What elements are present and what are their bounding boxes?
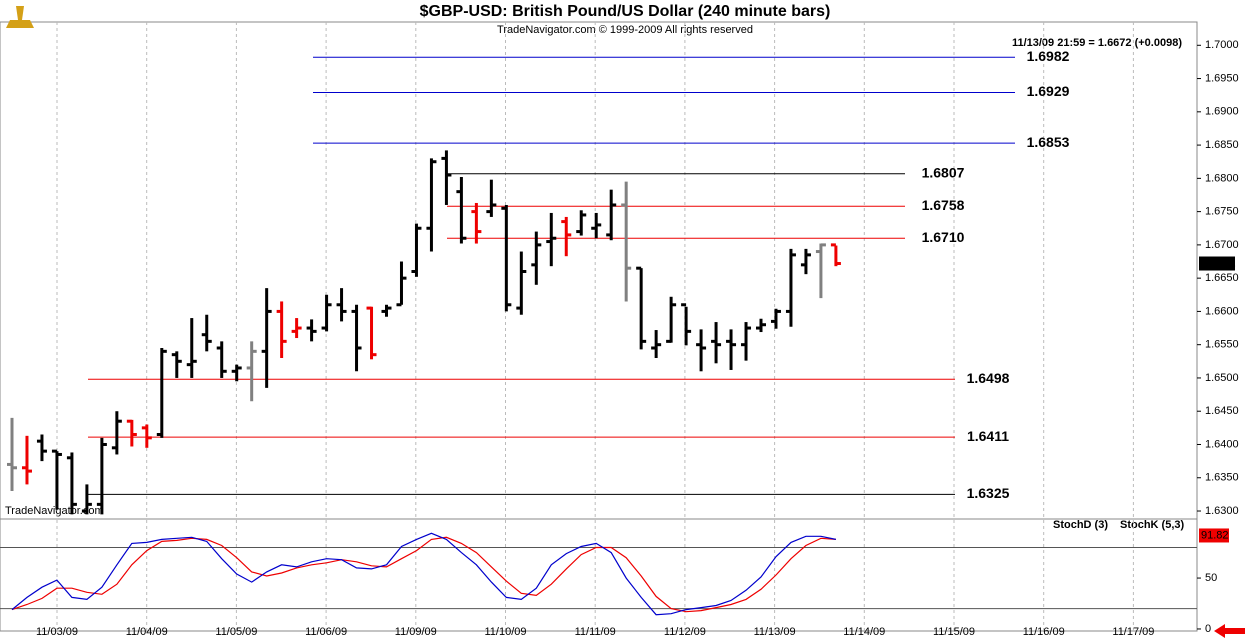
header-quote: 11/13/09 21:59 = 1.6672 (+0.0098) <box>1012 37 1182 49</box>
level-label: 1.6325 <box>967 485 1010 501</box>
last-price-label: 1.6672 <box>1202 257 1236 269</box>
last-stoch-box <box>1199 528 1229 543</box>
stoch-line <box>11 536 836 613</box>
y-tick-label: 1.6600 <box>1205 305 1239 317</box>
level-label: 1.6411 <box>967 428 1009 444</box>
y-tick-label: 1.6350 <box>1205 472 1239 484</box>
x-tick-label: 11/17/09 <box>1112 626 1154 638</box>
y-tick-label: 1.6750 <box>1205 206 1239 218</box>
y-tick-label: 50 <box>1205 572 1217 584</box>
legend-stochd: StochD (3) <box>1053 519 1108 531</box>
x-tick-label: 11/12/09 <box>664 626 706 638</box>
level-label: 1.6929 <box>1027 83 1070 99</box>
y-tick-label: 1.6700 <box>1205 239 1239 251</box>
level-label: 1.6807 <box>922 164 965 180</box>
y-tick-label: 1.6300 <box>1205 505 1239 517</box>
x-tick-label: 11/09/09 <box>395 626 437 638</box>
x-tick-label: 11/15/09 <box>933 626 975 638</box>
scroll-arrow[interactable] <box>1214 624 1245 638</box>
chart-title: $GBP-USD: British Pound/US Dollar (240 m… <box>420 3 831 20</box>
y-tick-label: 1.6800 <box>1205 172 1239 184</box>
subtitle: TradeNavigator.com © 1999-2009 All right… <box>497 24 753 36</box>
x-tick-label: 11/11/09 <box>575 626 616 638</box>
level-label: 1.6982 <box>1027 48 1070 64</box>
stoch-pane <box>0 518 1198 632</box>
x-tick-label: 11/06/09 <box>305 626 347 638</box>
x-tick-label: 11/14/09 <box>843 626 885 638</box>
level-label: 1.6853 <box>1027 134 1070 150</box>
y-tick-label: 1.6500 <box>1205 372 1239 384</box>
y-tick-label: 1.6650 <box>1205 272 1239 284</box>
x-tick-label: 11/16/09 <box>1023 626 1065 638</box>
watermark: TradeNavigator.com <box>5 505 104 517</box>
level-label: 1.6710 <box>922 229 965 245</box>
last-price-box <box>1199 256 1235 271</box>
x-tick-label: 11/03/09 <box>36 626 78 638</box>
x-tick-label: 11/04/09 <box>126 626 168 638</box>
y-tick-label: 1.6950 <box>1205 72 1239 84</box>
y-tick-label: 1.6850 <box>1205 139 1239 151</box>
y-tick-label: 1.6550 <box>1205 339 1239 351</box>
last-stoch-label: 91.82 <box>1201 529 1229 541</box>
y-tick-label: 1.6900 <box>1205 106 1239 118</box>
x-tick-label: 11/10/09 <box>484 626 526 638</box>
level-label: 1.6498 <box>967 370 1010 386</box>
logo <box>6 6 34 28</box>
x-tick-label: 11/13/09 <box>754 626 796 638</box>
y-tick-label: 1.6450 <box>1205 405 1239 417</box>
y-tick-label: 1.6400 <box>1205 438 1239 450</box>
y-tick-label: 0 <box>1205 623 1211 635</box>
level-label: 1.6758 <box>922 197 965 213</box>
legend-stochk: StochK (5,3) <box>1120 519 1185 531</box>
stoch-line <box>11 532 837 616</box>
x-tick-label: 11/05/09 <box>215 626 257 638</box>
y-tick-label: 1.7000 <box>1205 39 1239 51</box>
